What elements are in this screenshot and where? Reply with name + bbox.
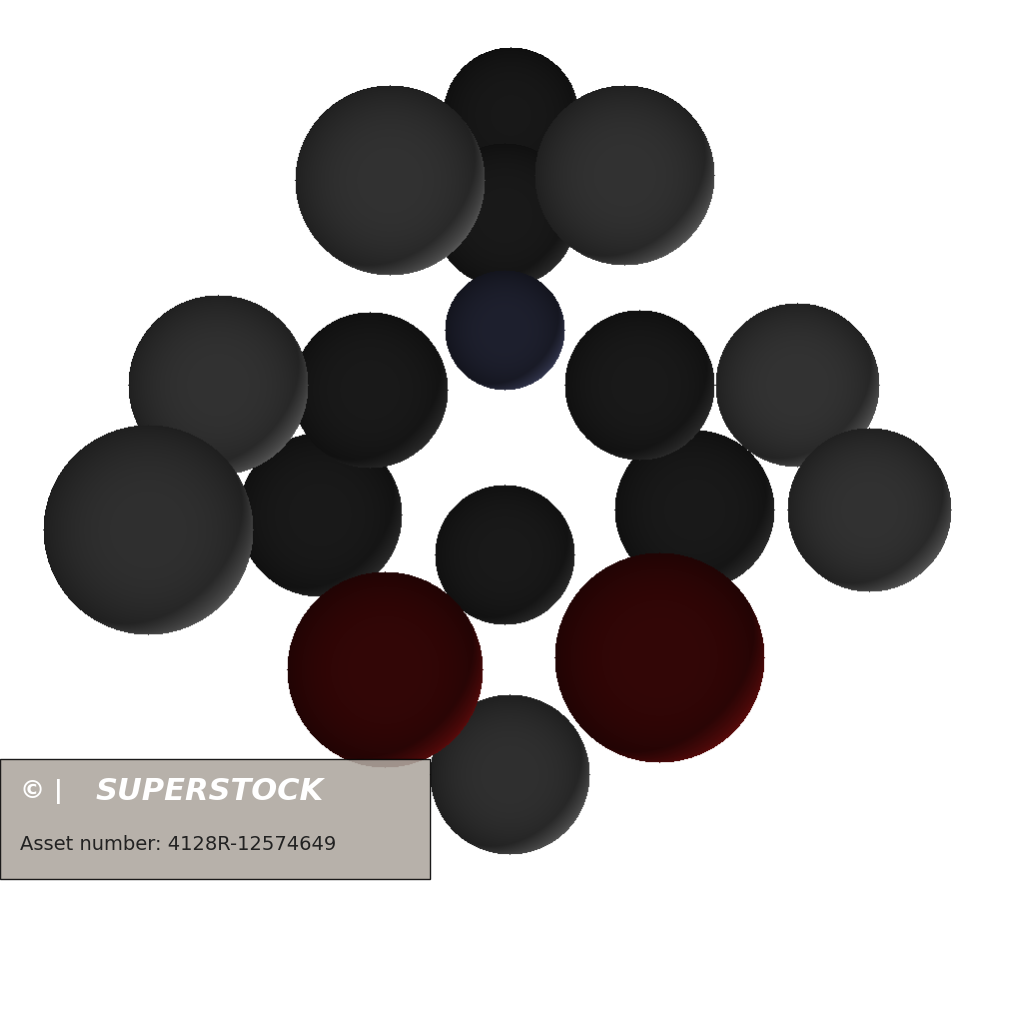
Text: © |: © |	[20, 779, 63, 803]
Text: SUPERSTOCK: SUPERSTOCK	[95, 777, 323, 805]
Text: Asset number: 4128R-12574649: Asset number: 4128R-12574649	[20, 835, 337, 853]
FancyBboxPatch shape	[0, 759, 430, 879]
